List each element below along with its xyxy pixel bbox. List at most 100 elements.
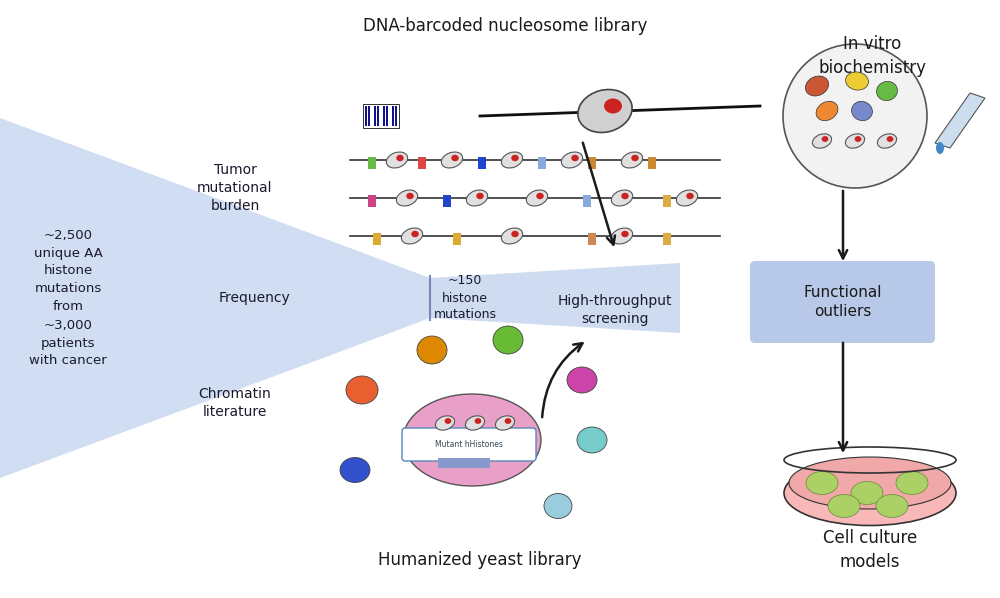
- Ellipse shape: [493, 326, 523, 354]
- Ellipse shape: [396, 190, 418, 206]
- Ellipse shape: [855, 136, 861, 142]
- Bar: [368, 106, 370, 126]
- Ellipse shape: [845, 134, 865, 148]
- Ellipse shape: [805, 76, 829, 96]
- Text: Mutant hHistones: Mutant hHistones: [435, 440, 503, 449]
- Ellipse shape: [806, 471, 838, 495]
- Bar: [438, 458, 490, 468]
- Ellipse shape: [536, 193, 544, 199]
- Ellipse shape: [621, 152, 643, 168]
- Text: Tumor
mutational
burden: Tumor mutational burden: [197, 163, 273, 213]
- Bar: [538, 157, 546, 169]
- Ellipse shape: [887, 136, 893, 142]
- Text: DNA-barcoded nucleosome library: DNA-barcoded nucleosome library: [363, 17, 647, 35]
- Ellipse shape: [511, 155, 519, 161]
- Ellipse shape: [611, 190, 633, 206]
- Ellipse shape: [396, 155, 404, 161]
- FancyBboxPatch shape: [402, 428, 536, 461]
- Polygon shape: [430, 263, 680, 333]
- Bar: [386, 106, 388, 126]
- Ellipse shape: [896, 471, 928, 495]
- Ellipse shape: [505, 418, 511, 424]
- Ellipse shape: [401, 228, 423, 244]
- Ellipse shape: [346, 376, 378, 404]
- Ellipse shape: [526, 190, 548, 206]
- Text: Chromatin
literature: Chromatin literature: [199, 387, 271, 419]
- Ellipse shape: [877, 81, 897, 100]
- Ellipse shape: [851, 481, 883, 505]
- Bar: [418, 157, 426, 169]
- Bar: [363, 104, 399, 128]
- Ellipse shape: [501, 228, 523, 244]
- Text: In vitro
biochemistry: In vitro biochemistry: [818, 35, 926, 77]
- Bar: [365, 106, 367, 126]
- Ellipse shape: [621, 193, 629, 199]
- Text: Humanized yeast library: Humanized yeast library: [378, 551, 582, 569]
- Bar: [371, 106, 372, 126]
- Ellipse shape: [340, 457, 370, 483]
- Bar: [383, 106, 385, 126]
- Ellipse shape: [406, 193, 414, 199]
- Text: Frequency: Frequency: [219, 291, 291, 305]
- Ellipse shape: [476, 193, 484, 199]
- Ellipse shape: [511, 231, 519, 237]
- Ellipse shape: [676, 190, 698, 206]
- Ellipse shape: [631, 155, 639, 161]
- Ellipse shape: [417, 336, 447, 364]
- Bar: [392, 106, 394, 126]
- Bar: [377, 106, 379, 126]
- Bar: [380, 106, 381, 126]
- Ellipse shape: [936, 142, 944, 154]
- Bar: [663, 233, 671, 245]
- Ellipse shape: [451, 155, 459, 161]
- Bar: [373, 233, 381, 245]
- Ellipse shape: [501, 152, 523, 168]
- Ellipse shape: [577, 427, 607, 453]
- Bar: [389, 106, 390, 126]
- Ellipse shape: [465, 416, 485, 430]
- Bar: [588, 157, 596, 169]
- Bar: [368, 157, 376, 169]
- Ellipse shape: [441, 152, 463, 168]
- Ellipse shape: [403, 394, 541, 486]
- Ellipse shape: [828, 495, 860, 517]
- Text: ~2,500
unique AA
histone
mutations
from
~3,000
patients
with cancer: ~2,500 unique AA histone mutations from …: [29, 228, 107, 368]
- Ellipse shape: [784, 460, 956, 526]
- Ellipse shape: [604, 99, 622, 114]
- Ellipse shape: [789, 457, 951, 509]
- Ellipse shape: [846, 72, 868, 90]
- Ellipse shape: [812, 134, 832, 148]
- Ellipse shape: [611, 228, 633, 244]
- Ellipse shape: [822, 136, 828, 142]
- Ellipse shape: [544, 493, 572, 518]
- Ellipse shape: [445, 418, 451, 424]
- Ellipse shape: [475, 418, 481, 424]
- Ellipse shape: [561, 152, 583, 168]
- Ellipse shape: [571, 155, 579, 161]
- Bar: [453, 233, 461, 245]
- Ellipse shape: [567, 367, 597, 393]
- Polygon shape: [935, 93, 985, 148]
- Ellipse shape: [877, 134, 897, 148]
- Ellipse shape: [686, 193, 694, 199]
- Text: ~150
histone
mutations: ~150 histone mutations: [434, 274, 497, 322]
- Ellipse shape: [876, 495, 908, 517]
- Ellipse shape: [435, 416, 455, 430]
- Polygon shape: [0, 118, 430, 478]
- Bar: [588, 233, 596, 245]
- Bar: [443, 195, 451, 207]
- Bar: [395, 106, 397, 126]
- Ellipse shape: [621, 231, 629, 237]
- Bar: [368, 195, 376, 207]
- Bar: [663, 195, 671, 207]
- Bar: [648, 157, 656, 169]
- Text: High-throughput
screening: High-throughput screening: [558, 294, 672, 326]
- Ellipse shape: [578, 90, 632, 133]
- Ellipse shape: [495, 416, 515, 430]
- FancyBboxPatch shape: [750, 261, 935, 343]
- Bar: [374, 106, 376, 126]
- Ellipse shape: [386, 152, 408, 168]
- Ellipse shape: [411, 231, 419, 237]
- Text: Functional
outliers: Functional outliers: [804, 285, 882, 319]
- Ellipse shape: [852, 102, 872, 121]
